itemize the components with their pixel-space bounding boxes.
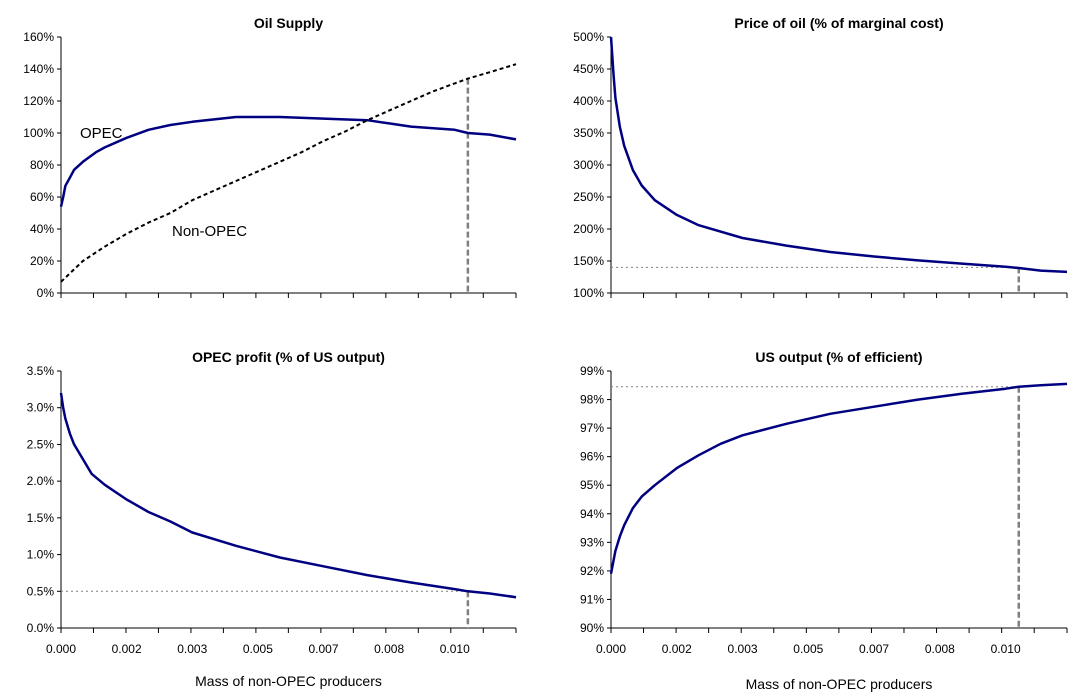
- y-tick-label: 2.0%: [27, 474, 55, 488]
- y-tick-label: 250%: [573, 190, 604, 204]
- chart-title: Oil Supply: [254, 15, 323, 31]
- y-tick-label: 100%: [23, 126, 54, 140]
- x-tick-label: 0.008: [374, 642, 404, 656]
- y-tick-label: 93%: [580, 535, 604, 549]
- y-tick-label: 1.0%: [27, 548, 55, 562]
- series-line-non-opec: [60, 63, 517, 283]
- y-tick-label: 100%: [573, 286, 604, 300]
- x-tick-label: 0.005: [793, 642, 823, 656]
- x-tick-label: 0.007: [308, 642, 338, 656]
- y-tick-label: 20%: [30, 254, 54, 268]
- y-tick-label: 0.5%: [27, 584, 55, 598]
- annotation-label: Non-OPEC: [172, 223, 247, 240]
- y-tick-label: 150%: [573, 254, 604, 268]
- y-tick-label: 120%: [23, 94, 54, 108]
- y-tick-label: 2.5%: [27, 437, 55, 451]
- y-tick-label: 91%: [580, 592, 604, 606]
- y-tick-label: 500%: [573, 30, 604, 44]
- x-axis-label: Mass of non-OPEC producers: [195, 673, 382, 689]
- x-tick-label: 0.007: [859, 642, 889, 656]
- chart-panel-1: Oil Supply 0% 20% 40% 60% 80% 100% 120% 140% 160%…: [23, 15, 517, 300]
- y-tick-label: 1.5%: [27, 511, 55, 525]
- y-tick-label: 3.5%: [27, 364, 55, 378]
- y-tick-label: 90%: [580, 621, 604, 635]
- y-tick-label: 40%: [30, 222, 54, 236]
- x-tick-label: 0.000: [596, 642, 626, 656]
- x-tick-label: 0.002: [662, 642, 692, 656]
- series-line-opec: [59, 115, 517, 207]
- annotation-label: OPEC: [80, 125, 123, 142]
- x-tick-label: 0.008: [925, 642, 955, 656]
- series-line-series-1: [609, 36, 1068, 274]
- chart-panel-4: US output (% of efficient) 90% 91% 92% 93% 94…: [580, 349, 1068, 692]
- chart-panel-2: Price of oil (% of marginal cost) 100% 150…: [573, 15, 1068, 300]
- y-tick-label: 140%: [23, 62, 54, 76]
- y-tick-label: 400%: [573, 94, 604, 108]
- y-tick-label: 60%: [30, 190, 54, 204]
- y-tick-label: 99%: [580, 364, 604, 378]
- y-tick-label: 96%: [580, 450, 604, 464]
- x-tick-label: 0.003: [728, 642, 758, 656]
- x-tick-label: 0.010: [440, 642, 470, 656]
- y-tick-label: 95%: [580, 478, 604, 492]
- y-tick-label: 350%: [573, 126, 604, 140]
- y-tick-label: 160%: [23, 30, 54, 44]
- series-line-series-1: [59, 392, 517, 599]
- y-tick-label: 97%: [580, 421, 604, 435]
- series-line-series-1: [609, 382, 1068, 574]
- x-tick-label: 0.010: [991, 642, 1021, 656]
- y-tick-label: 3.0%: [27, 401, 55, 415]
- y-tick-label: 300%: [573, 158, 604, 172]
- y-tick-label: 80%: [30, 158, 54, 172]
- y-tick-label: 200%: [573, 222, 604, 236]
- y-tick-label: 0.0%: [27, 621, 55, 635]
- y-tick-label: 98%: [580, 393, 604, 407]
- y-tick-label: 92%: [580, 564, 604, 578]
- chart-panel-3: OPEC profit (% of US output) 0.0% 0.5% 1.0%…: [27, 349, 517, 689]
- x-tick-label: 0.002: [112, 642, 142, 656]
- x-tick-label: 0.005: [243, 642, 273, 656]
- x-axis-label: Mass of non-OPEC producers: [746, 676, 933, 692]
- x-tick-label: 0.003: [177, 642, 207, 656]
- x-tick-label: 0.000: [46, 642, 76, 656]
- chart-title: Price of oil (% of marginal cost): [734, 15, 943, 31]
- y-tick-label: 94%: [580, 507, 604, 521]
- chart-title: OPEC profit (% of US output): [192, 349, 385, 365]
- y-tick-label: 0%: [37, 286, 55, 300]
- chart-title: US output (% of efficient): [755, 349, 922, 365]
- y-tick-label: 450%: [573, 62, 604, 76]
